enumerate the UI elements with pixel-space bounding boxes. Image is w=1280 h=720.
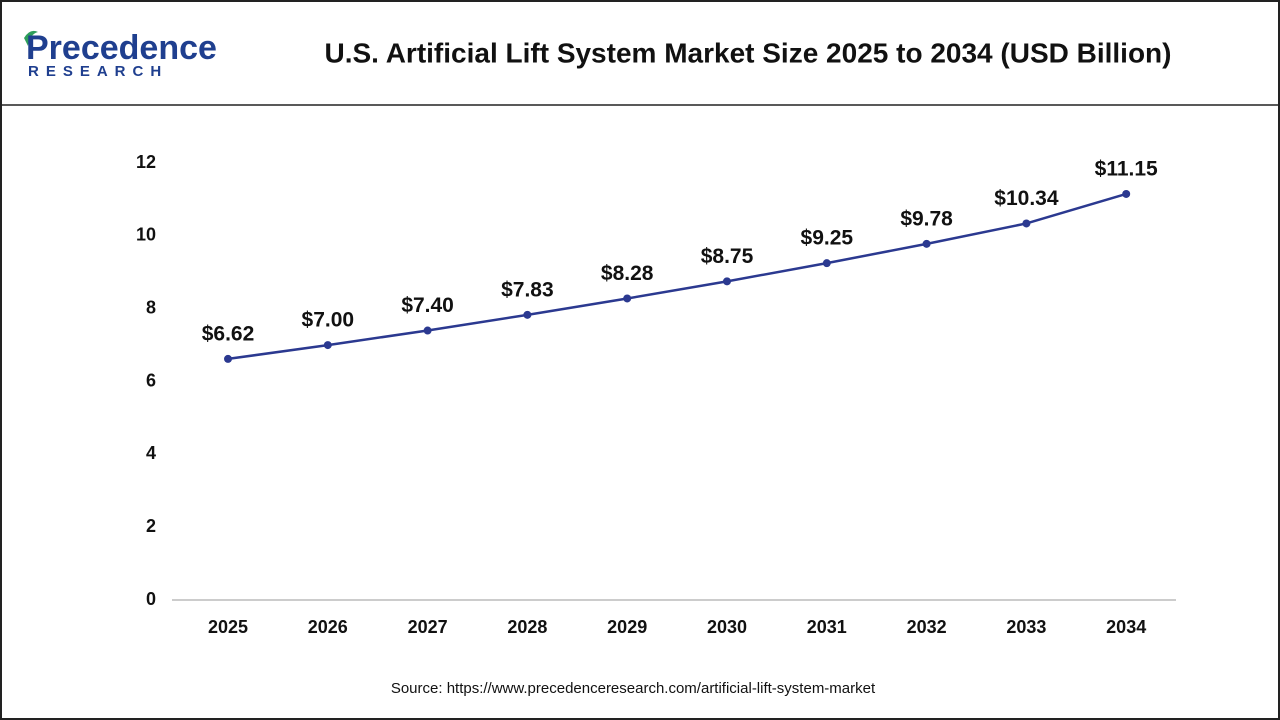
value-label: $9.25 bbox=[801, 227, 854, 250]
data-point bbox=[822, 259, 831, 268]
x-tick-label: 2027 bbox=[408, 617, 448, 637]
value-label: $7.00 bbox=[302, 309, 355, 332]
value-label: $6.62 bbox=[202, 322, 255, 345]
logo-tagline: RESEARCH bbox=[28, 63, 168, 80]
value-label: $8.75 bbox=[701, 245, 754, 268]
y-tick-label: 10 bbox=[136, 225, 156, 245]
value-label: $10.34 bbox=[994, 187, 1059, 210]
data-point bbox=[323, 341, 332, 350]
data-point bbox=[423, 326, 432, 335]
logo-leaf bbox=[24, 30, 38, 46]
x-tick-label: 2033 bbox=[1006, 617, 1046, 637]
y-tick-label: 4 bbox=[146, 443, 156, 463]
x-tick-label: 2028 bbox=[507, 617, 547, 637]
value-label: $7.40 bbox=[401, 294, 454, 317]
x-tick-label: 2025 bbox=[208, 617, 248, 637]
data-point bbox=[723, 277, 731, 286]
data-line bbox=[227, 192, 1127, 361]
source-note: Source: https://www.precedenceresearch.c… bbox=[391, 680, 876, 697]
x-tick-label: 2032 bbox=[907, 617, 947, 637]
data-point bbox=[523, 310, 532, 319]
y-tick-label: 2 bbox=[146, 516, 156, 536]
data-point bbox=[224, 354, 232, 363]
y-tick-label: 12 bbox=[136, 152, 156, 172]
x-tick-label: 2029 bbox=[607, 617, 647, 637]
logo-name: Precedence bbox=[26, 29, 217, 67]
x-tick-label: 2031 bbox=[807, 617, 847, 637]
y-tick-label: 8 bbox=[146, 297, 156, 317]
y-tick-label: 0 bbox=[146, 589, 156, 609]
value-label: $9.78 bbox=[900, 207, 953, 230]
x-tick-label: 2034 bbox=[1106, 617, 1146, 637]
value-label: $8.28 bbox=[601, 262, 654, 285]
chart-title: U.S. Artificial Lift System Market Size … bbox=[325, 37, 1172, 68]
y-tick-label: 6 bbox=[146, 370, 156, 390]
value-label: $11.15 bbox=[1095, 158, 1158, 181]
data-point bbox=[623, 294, 632, 303]
x-tick-label: 2030 bbox=[707, 617, 747, 637]
data-point bbox=[1122, 189, 1131, 198]
value-label: $7.83 bbox=[501, 278, 554, 301]
x-tick-label: 2026 bbox=[308, 617, 348, 637]
data-point bbox=[1022, 219, 1031, 228]
data-point bbox=[922, 239, 931, 248]
